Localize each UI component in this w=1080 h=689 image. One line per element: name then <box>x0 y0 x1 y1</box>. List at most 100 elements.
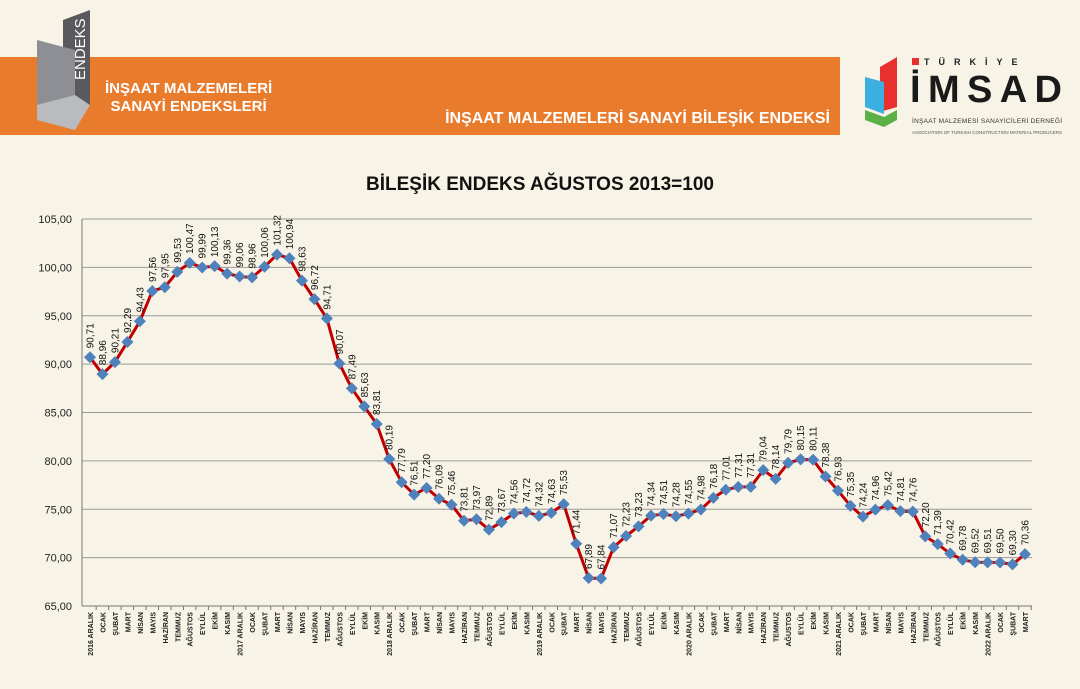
data-label: 73,81 <box>460 486 471 511</box>
band-title: İNŞAAT MALZEMELERİ SANAYİ ENDEKSLERİ <box>105 80 272 116</box>
x-tick-label: MART <box>873 611 880 632</box>
x-tick-label: AĞUSTOS <box>186 612 195 647</box>
data-point <box>345 382 358 395</box>
data-point <box>757 464 770 477</box>
x-tick-label: ŞUBAT <box>711 611 718 635</box>
data-point <box>520 505 533 518</box>
x-tick-label: AĞUSTOS <box>485 612 494 647</box>
data-label: 74,55 <box>684 479 695 504</box>
data-point <box>931 538 944 551</box>
x-tick-label: KASIM <box>524 612 531 635</box>
data-label: 76,09 <box>435 464 446 489</box>
data-point <box>881 499 894 512</box>
data-label: 69,52 <box>971 528 982 553</box>
data-label: 69,78 <box>958 525 969 550</box>
data-point <box>869 503 882 516</box>
x-tick-label: EYLÜL <box>497 611 506 635</box>
data-point <box>196 261 209 274</box>
x-tick-label: ŞUBAT <box>861 611 868 635</box>
data-label: 76,18 <box>709 463 720 488</box>
x-tick-label: TEMMUZ <box>474 611 481 642</box>
x-tick-label: EKİM <box>810 612 818 630</box>
data-label: 67,89 <box>584 544 595 569</box>
x-tick-label: OCAK <box>848 612 855 633</box>
data-point <box>383 453 396 466</box>
band-subtitle: İNŞAAT MALZEMELERİ SANAYİ BİLEŞİK ENDEKS… <box>445 110 830 127</box>
x-tick-label: TEMMUZ <box>624 611 631 642</box>
x-tick-label: OCAK <box>250 612 257 633</box>
data-point <box>146 284 159 297</box>
x-tick-label: EKİM <box>361 612 369 630</box>
data-label: 74,63 <box>547 478 558 503</box>
x-tick-label: KASIM <box>674 612 681 635</box>
x-tick-label: AĞUSTOS <box>635 612 644 647</box>
data-label: 70,42 <box>946 519 957 544</box>
data-point <box>944 547 957 560</box>
x-tick-label: 2018 ARALIK <box>387 612 394 656</box>
x-tick-label: OCAK <box>549 612 556 633</box>
data-point <box>694 503 707 516</box>
data-label: 90,21 <box>110 328 121 353</box>
logo-text: ENDEKS <box>72 18 89 80</box>
data-label: 73,97 <box>472 485 483 510</box>
data-point <box>620 530 633 543</box>
data-label: 98,63 <box>297 246 308 271</box>
x-tick-label: AĞUSTOS <box>784 612 793 647</box>
data-point <box>408 488 421 501</box>
x-tick-label: EKİM <box>660 612 668 630</box>
data-label: 71,07 <box>609 513 620 538</box>
data-point <box>108 356 121 369</box>
data-label: 78,38 <box>821 442 832 467</box>
y-tick-label: 100,00 <box>38 262 72 274</box>
data-label: 88,96 <box>98 340 109 365</box>
data-point <box>208 260 221 273</box>
x-tick-label: OCAK <box>100 612 107 633</box>
data-label: 73,67 <box>497 488 508 513</box>
data-point <box>470 513 483 526</box>
data-point <box>445 498 458 511</box>
x-tick-label: OCAK <box>400 612 407 633</box>
imsad-logo: TÜRKİYE İMSAD İNŞAAT MALZEMESİ SANAYİCİL… <box>865 57 1062 135</box>
x-tick-label: HAZİRAN <box>311 612 319 644</box>
data-point <box>258 260 271 273</box>
series-line <box>88 252 1026 581</box>
data-point <box>433 492 446 505</box>
data-point <box>308 293 321 306</box>
data-label: 75,42 <box>883 471 894 496</box>
data-point <box>981 556 994 569</box>
data-point <box>158 281 171 294</box>
data-label: 74,34 <box>647 481 658 506</box>
data-label: 69,51 <box>983 528 994 553</box>
data-label: 98,96 <box>248 243 259 268</box>
logo-line2: ASSOCIATION OF TURKISH CONSTRUCTION MATE… <box>912 130 1062 135</box>
x-tick-label: TEMMUZ <box>923 611 930 642</box>
x-tick-label: TEMMUZ <box>175 611 182 642</box>
x-tick-label: EKİM <box>212 612 220 630</box>
data-point <box>645 509 657 522</box>
data-label: 71,39 <box>933 510 944 535</box>
x-tick-label: ŞUBAT <box>263 611 270 635</box>
x-tick-label: HAZİRAN <box>611 612 619 644</box>
data-point <box>707 491 720 504</box>
data-label: 80,15 <box>796 425 807 450</box>
y-tick-label: 90,00 <box>44 359 72 371</box>
x-tick-label: TEMMUZ <box>774 611 781 642</box>
data-point <box>221 267 234 280</box>
data-point <box>856 510 869 523</box>
data-label: 87,49 <box>347 354 358 379</box>
data-point <box>719 483 732 496</box>
y-tick-label: 85,00 <box>44 408 72 420</box>
data-label: 90,71 <box>86 323 97 348</box>
x-tick-label: 2017 ARALIK <box>238 612 245 656</box>
data-label: 67,84 <box>597 544 608 569</box>
y-tick-label: 65,00 <box>44 601 72 613</box>
x-tick-label: NİSAN <box>735 612 743 634</box>
data-label: 92,29 <box>123 308 134 333</box>
data-label: 99,36 <box>223 239 234 264</box>
data-label: 100,06 <box>260 227 271 258</box>
data-point <box>744 480 757 493</box>
data-label: 79,04 <box>759 436 770 461</box>
data-label: 90,07 <box>335 329 346 354</box>
x-tick-label: HAZİRAN <box>910 612 918 644</box>
data-point <box>595 572 608 585</box>
